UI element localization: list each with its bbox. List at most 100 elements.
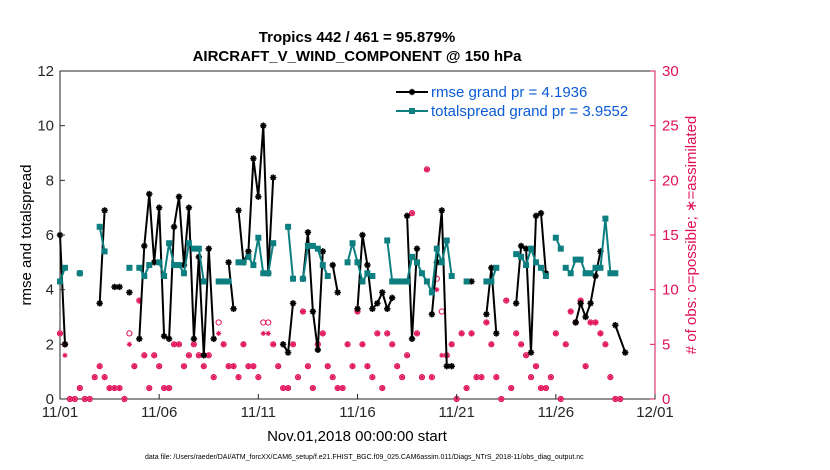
obs-assimilated-point <box>518 341 524 347</box>
obs-assimilated-point <box>582 363 589 369</box>
spread-point <box>220 278 227 285</box>
y-tick-label: 8 <box>46 172 54 189</box>
rmse-point <box>379 289 386 296</box>
obs-assimilated-point <box>597 330 604 336</box>
obs-assimilated-point <box>82 396 88 402</box>
spread-point <box>607 270 614 277</box>
spread-point <box>260 270 267 277</box>
obs-assimilated-point <box>216 330 222 336</box>
spread-point <box>483 278 490 285</box>
spread-point <box>384 237 391 244</box>
obs-assimilated-point <box>240 341 247 347</box>
rmse-point <box>190 335 198 343</box>
obs-assimilated-point <box>121 396 128 402</box>
rmse-point <box>126 289 133 296</box>
spread-point <box>493 264 500 271</box>
y2-tick-label: 0 <box>662 391 670 408</box>
obs-assimilated-point <box>533 363 539 369</box>
obs-assimilated-point <box>468 330 475 336</box>
obs-assimilated-point <box>568 308 574 315</box>
rmse-point <box>483 311 490 318</box>
rmse-point <box>468 278 475 285</box>
x-tick-label: 11/06 <box>141 404 177 421</box>
obs-assimilated-point <box>617 396 623 402</box>
spread-point <box>443 237 450 244</box>
obs-assimilated-point <box>523 352 529 358</box>
spread-point <box>215 278 222 285</box>
plot-area <box>59 70 656 400</box>
obs-assimilated-point <box>111 385 118 391</box>
rmse-point <box>96 300 103 307</box>
spread-point <box>344 259 351 266</box>
spread-point <box>354 259 361 266</box>
spread-point <box>567 270 574 277</box>
obs-assimilated-point <box>280 385 286 391</box>
spread-point <box>513 251 520 258</box>
legend-rmse-label: rmse grand pr = 4.1936 <box>431 84 587 101</box>
spread-point <box>166 240 173 247</box>
spread-point <box>299 275 306 282</box>
rmse-point <box>403 212 411 220</box>
obs-assimilated-point <box>57 330 63 336</box>
spread-point <box>389 278 396 285</box>
obs-assimilated-point <box>612 396 618 402</box>
obs-assimilated-point <box>320 330 326 336</box>
obs-assimilated-point <box>295 374 301 380</box>
legend-spread-marker <box>409 108 415 114</box>
spread-point <box>61 264 68 271</box>
obs-assimilated-point <box>424 166 430 172</box>
obs-assimilated-point <box>235 374 242 380</box>
obs-assimilated-point <box>290 341 296 347</box>
spread-point <box>523 262 530 269</box>
data-file-footer: data file: /Users/raeder/DAI/ATM_forcXX/… <box>145 454 584 461</box>
obs-possible-point <box>215 319 222 326</box>
obs-assimilated-point <box>548 374 554 380</box>
obs-assimilated-point <box>389 341 395 347</box>
rmse-point <box>111 283 118 291</box>
spread-point <box>537 264 544 271</box>
rmse-point <box>284 349 292 356</box>
spread-point <box>285 223 292 230</box>
rmse-point <box>384 305 391 312</box>
spread-point <box>488 278 495 285</box>
spread-point <box>185 240 192 247</box>
spread-point <box>438 259 445 266</box>
obs-assimilated-point <box>201 363 207 369</box>
spread-point <box>582 270 589 277</box>
spread-point <box>349 240 356 247</box>
rmse-point <box>374 300 381 307</box>
rmse-point <box>334 289 341 296</box>
obs-assimilated-point <box>102 374 108 380</box>
y-tick-label: 0 <box>46 391 54 408</box>
spread-point <box>587 270 594 277</box>
rmse-point <box>413 245 421 252</box>
obs-assimilated-point <box>221 341 227 347</box>
spread-point <box>404 278 411 285</box>
y2-tick-label: 30 <box>662 63 679 80</box>
obs-assimilated-point <box>344 341 351 347</box>
obs-assimilated-point <box>607 374 613 380</box>
spread-point <box>171 262 178 269</box>
x-tick-label: 12/01 <box>636 404 674 421</box>
spread-point <box>136 264 143 271</box>
spread-point <box>57 278 63 285</box>
rmse-point <box>329 261 336 269</box>
spread-point <box>250 262 257 269</box>
obs-assimilated-point <box>493 374 499 380</box>
spread-point <box>399 278 406 285</box>
obs-assimilated-point <box>250 363 256 369</box>
obs-assimilated-point <box>429 374 435 380</box>
rmse-point <box>170 223 178 230</box>
spread-point <box>290 275 297 282</box>
obs-possible-point <box>126 330 133 337</box>
rmse-point <box>537 209 545 217</box>
obs-assimilated-point <box>483 319 490 326</box>
rmse-line-segment <box>614 324 627 353</box>
rmse-line-segment <box>138 193 215 357</box>
spread-point <box>190 245 197 252</box>
obs-assimilated-point <box>449 341 455 347</box>
spread-point <box>364 270 371 277</box>
y2-tick-label: 10 <box>662 282 679 299</box>
obs-assimilated-point <box>166 385 172 391</box>
spread-line-segment <box>98 226 106 252</box>
